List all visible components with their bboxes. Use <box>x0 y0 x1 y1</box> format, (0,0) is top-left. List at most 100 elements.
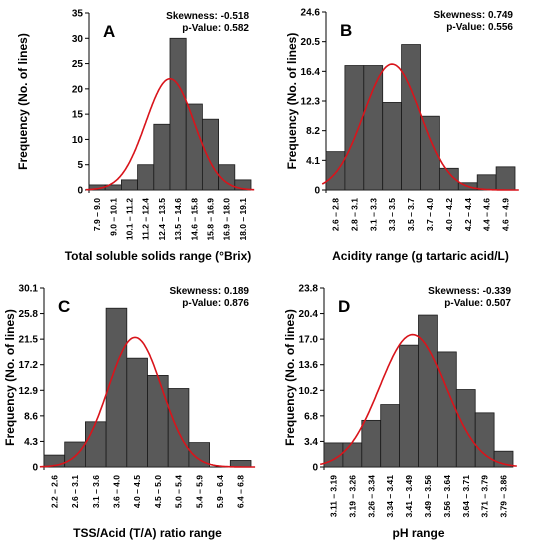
bar <box>495 166 516 191</box>
x-tick-label: 4.4 – 4.6 <box>482 198 492 231</box>
bar <box>147 375 169 468</box>
normal-curve <box>85 77 255 191</box>
x-tick-label: 4.6 – 4.9 <box>501 198 511 231</box>
bar <box>234 179 252 191</box>
y-tick-label: 12.3 <box>301 97 321 108</box>
stats-label: p-Value: 0.556 <box>446 22 513 33</box>
y-tick-label: 35 <box>72 9 84 20</box>
y-tick-label: 5 <box>77 160 83 171</box>
stats-label: p-Value: 0.876 <box>182 298 249 309</box>
y-tick-label: 10.2 <box>299 386 319 397</box>
x-tick-label: 18.0 – 19.1 <box>238 198 248 241</box>
x-tick-label: 5.4 – 5.9 <box>194 475 204 508</box>
bar <box>325 151 346 191</box>
y-tick-label: 3.4 <box>304 437 318 448</box>
y-tick-label: 6.8 <box>304 411 318 422</box>
panel-letter: B <box>340 21 352 40</box>
bar <box>436 351 457 468</box>
bar <box>420 115 440 191</box>
x-tick-label: 9.0 – 10.1 <box>108 198 118 236</box>
bar <box>167 388 190 468</box>
y-tick-label: 0 <box>314 186 320 197</box>
bar <box>438 167 459 191</box>
bar <box>344 65 365 191</box>
y-tick-label: 13.6 <box>299 360 319 371</box>
bar <box>137 164 155 191</box>
x-tick-label: 3.64 – 3.71 <box>461 475 471 518</box>
x-tick-label: 15.8 – 16.9 <box>206 198 216 241</box>
y-tick-label: 30 <box>72 34 84 45</box>
normal-curve <box>39 336 256 468</box>
y-tick-label: 16.4 <box>301 67 321 78</box>
bar <box>126 357 148 468</box>
y-tick-label: 4.3 <box>24 437 38 448</box>
bar <box>363 65 384 191</box>
y-axis-title: Frequency (No. of lines) <box>3 309 17 446</box>
x-tick-label: 16.9 – 18.0 <box>222 198 232 241</box>
x-axis-title: pH range <box>392 526 444 540</box>
bar <box>169 37 187 191</box>
x-tick-label: 3.1 – 3.3 <box>368 198 378 231</box>
x-tick-label: 10.1 – 11.2 <box>125 198 135 240</box>
normal-curve <box>319 333 517 467</box>
bar <box>64 441 86 468</box>
y-tick-label: 8.2 <box>306 126 320 137</box>
x-tick-label: 3.19 – 3.26 <box>347 475 357 518</box>
y-tick-label: 17.2 <box>19 360 39 371</box>
x-tick-label: 3.26 – 3.34 <box>366 475 376 518</box>
normal-curve <box>321 63 519 191</box>
x-tick-label: 3.56 – 3.64 <box>442 475 452 518</box>
y-tick-label: 10 <box>72 135 84 146</box>
x-tick-label: 3.6 – 4.0 <box>111 475 121 508</box>
bar <box>185 103 203 191</box>
stats-label: Skewness: -0.339 <box>428 286 511 297</box>
x-tick-label: 4.0 – 4.5 <box>132 475 142 508</box>
bar <box>361 419 382 468</box>
y-tick-label: 0 <box>77 186 83 197</box>
y-tick-label: 21.5 <box>19 335 39 346</box>
y-tick-label: 30.1 <box>19 284 39 295</box>
stats-label: p-Value: 0.507 <box>444 298 511 309</box>
bar <box>455 389 476 468</box>
x-axis-title: TSS/Acid (T/A) ratio range <box>73 526 222 540</box>
x-axis-title: Acidity range (g tartaric acid/L) <box>332 249 509 263</box>
x-tick-label: 3.79 – 3.86 <box>499 475 509 518</box>
bar <box>342 442 363 468</box>
y-tick-label: 8.6 <box>24 411 38 422</box>
bar <box>188 442 210 468</box>
y-tick-label: 24.6 <box>301 8 321 19</box>
x-tick-label: 12.4 – 13.5 <box>157 198 167 241</box>
bar <box>401 44 421 191</box>
stats-label: Skewness: 0.189 <box>170 286 250 297</box>
x-tick-label: 2.6 – 2.8 <box>330 198 340 231</box>
x-tick-label: 6.4 – 6.8 <box>236 475 246 508</box>
x-tick-label: 13.5 – 14.6 <box>173 198 183 241</box>
panel-letter: C <box>58 297 70 316</box>
bar <box>382 102 403 191</box>
y-tick-label: 15 <box>72 110 84 121</box>
x-tick-label: 4.0 – 4.2 <box>444 198 454 231</box>
panel-letter: D <box>338 297 350 316</box>
panel-c: 0 4.3 8.6 12.9 17.2 21.5 25.8 30.1 2.2 – 2.6 2.6 … <box>3 284 256 540</box>
x-tick-label: 3.5 – 3.7 <box>406 198 416 231</box>
y-tick-label: 0 <box>32 463 38 474</box>
y-axis-title: Frequency (No. of lines) <box>283 309 297 446</box>
x-tick-label: 3.7 – 4.0 <box>425 198 435 231</box>
x-tick-label: 3.3 – 3.5 <box>387 198 397 231</box>
bar <box>153 123 171 191</box>
y-tick-label: 12.9 <box>19 386 39 397</box>
y-tick-label: 25 <box>72 59 84 70</box>
stats-label: Skewness: 0.749 <box>434 10 514 21</box>
bar <box>474 412 495 468</box>
panel-a: 0 5 10 15 20 25 30 35 7.9 – 9.0 9.0 – 10.1 10.1 – … <box>16 9 255 263</box>
x-tick-label: 14.6 – 15.8 <box>189 198 199 241</box>
y-tick-label: 4.1 <box>306 156 320 167</box>
x-tick-label: 3.49 – 3.56 <box>423 475 433 518</box>
x-tick-label: 5.9 – 6.4 <box>215 475 225 508</box>
x-tick-label: 3.1 – 3.6 <box>91 475 101 508</box>
panel-letter: A <box>103 22 115 41</box>
stats-label: Skewness: -0.518 <box>166 11 249 22</box>
y-tick-label: 20.4 <box>299 309 319 320</box>
x-tick-label: 5.0 – 5.4 <box>174 475 184 508</box>
